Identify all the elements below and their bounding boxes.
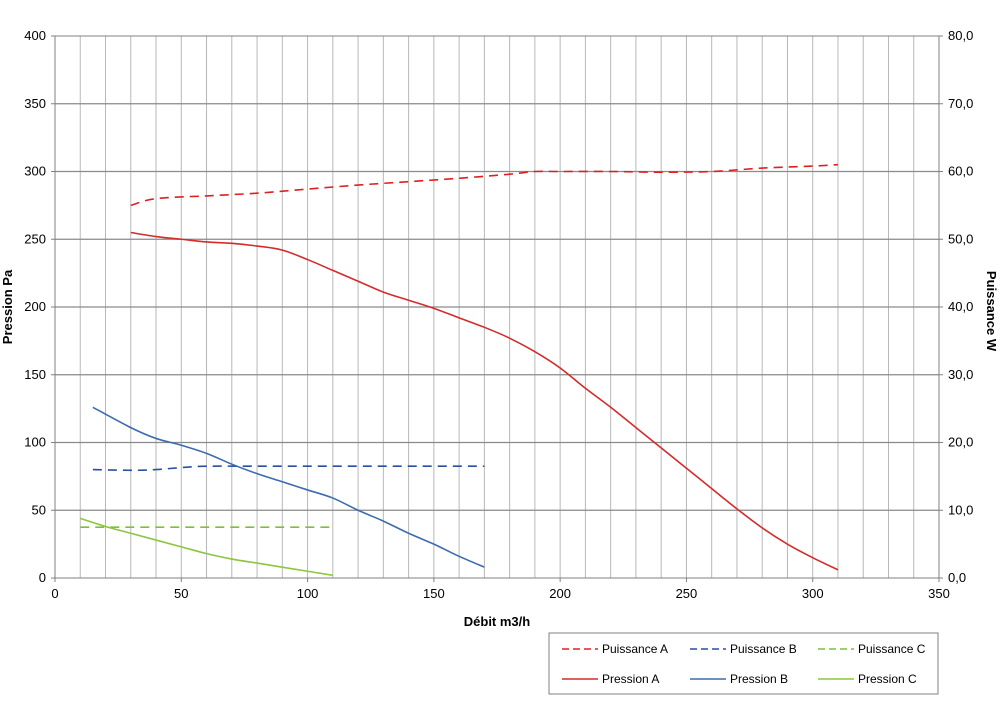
legend-label-puissance-c: Puissance C [858, 642, 926, 656]
legend-label-pression-a: Pression A [602, 672, 659, 686]
x-axis-title: Débit m3/h [464, 614, 531, 629]
series-line-pression-c [80, 517, 333, 577]
left-y-axis-title: Pression Pa [0, 269, 15, 344]
x-tick-label: 300 [802, 586, 824, 601]
legend-label-pression-b: Pression B [730, 672, 788, 686]
legend: Puissance A Puissance B Puissance C Pressio… [548, 632, 939, 695]
legend-box [548, 632, 939, 695]
legend-label-puissance-b: Puissance B [730, 642, 797, 656]
right-tick-label: 70,0 [948, 96, 973, 111]
left-tick-label: 250 [24, 231, 46, 246]
x-tick-label: 50 [174, 586, 188, 601]
left-tick-label: 50 [32, 502, 46, 517]
series-line-puissance-b [92, 465, 485, 472]
x-tick-label: 250 [676, 586, 698, 601]
right-tick-label: 10,0 [948, 502, 973, 517]
right-y-axis-title: Puissance W [984, 271, 999, 352]
left-tick-label: 150 [24, 367, 46, 382]
left-tick-label: 100 [24, 435, 46, 450]
left-tick-label: 400 [24, 28, 46, 43]
x-tick-label: 200 [549, 586, 571, 601]
x-tick-label: 0 [51, 586, 58, 601]
series-line-puissance-a [130, 163, 839, 207]
right-tick-label: 50,0 [948, 231, 973, 246]
right-tick-label: 60,0 [948, 164, 973, 179]
series-line-pression-a [130, 231, 839, 571]
x-tick-label: 350 [928, 586, 950, 601]
x-tick-label: 150 [423, 586, 445, 601]
legend-label-puissance-a: Puissance A [602, 642, 668, 656]
left-y-axis-ticks: 0 50 100 150 200 250 300 350 400 [24, 28, 55, 585]
left-tick-label: 200 [24, 299, 46, 314]
series-layer [80, 163, 839, 577]
series-line-pression-b [92, 406, 485, 568]
legend-label-pression-c: Pression C [858, 672, 917, 686]
right-y-axis-ticks: 0,0 10,0 20,0 30,0 40,0 50,0 60,0 70,0 80,0 [939, 28, 973, 585]
right-tick-label: 80,0 [948, 28, 973, 43]
grid-lines [55, 36, 939, 578]
x-axis-ticks: 0 50 100 150 200 250 300 350 [51, 578, 950, 601]
right-tick-label: 0,0 [948, 570, 966, 585]
left-tick-label: 350 [24, 96, 46, 111]
right-tick-label: 20,0 [948, 435, 973, 450]
legend-items: Puissance A Puissance B Puissance C Pressio… [562, 642, 926, 686]
left-tick-label: 300 [24, 164, 46, 179]
x-tick-label: 100 [297, 586, 319, 601]
left-tick-label: 0 [39, 570, 46, 585]
right-tick-label: 30,0 [948, 367, 973, 382]
right-tick-label: 40,0 [948, 299, 973, 314]
